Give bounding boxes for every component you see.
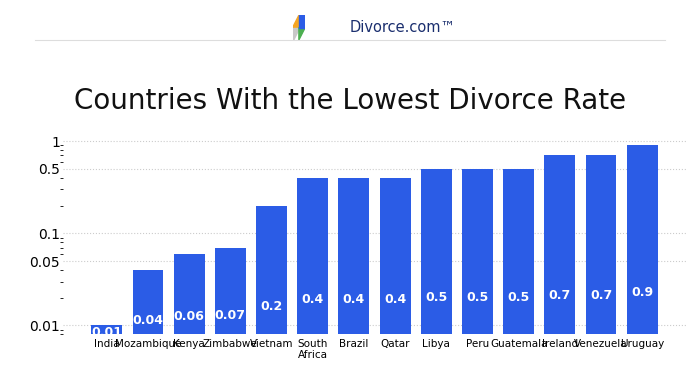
Text: 0.4: 0.4 — [302, 293, 324, 306]
Bar — [545, 155, 575, 380]
Bar — [503, 169, 534, 380]
Text: 0.2: 0.2 — [260, 299, 283, 313]
Text: 0.4: 0.4 — [384, 293, 406, 306]
Text: Divorce.com™: Divorce.com™ — [350, 20, 456, 35]
Text: 0.5: 0.5 — [466, 291, 489, 304]
Bar — [91, 326, 122, 380]
Bar — [256, 206, 287, 380]
Text: 0.5: 0.5 — [508, 291, 530, 304]
Text: 0.9: 0.9 — [631, 286, 653, 299]
Bar — [298, 178, 328, 380]
Polygon shape — [293, 15, 299, 27]
Polygon shape — [299, 15, 305, 27]
Text: 0.01: 0.01 — [91, 326, 122, 339]
Text: 0.5: 0.5 — [425, 291, 447, 304]
Text: 0.06: 0.06 — [174, 310, 204, 323]
Text: 0.07: 0.07 — [215, 309, 246, 322]
Polygon shape — [293, 27, 299, 40]
Text: 0.4: 0.4 — [343, 293, 365, 306]
Text: 0.7: 0.7 — [549, 288, 571, 302]
Bar — [586, 155, 617, 380]
Bar — [626, 146, 658, 380]
Text: 0.7: 0.7 — [590, 288, 612, 302]
Bar — [339, 178, 370, 380]
Text: Countries With the Lowest Divorce Rate: Countries With the Lowest Divorce Rate — [74, 87, 626, 115]
Polygon shape — [299, 27, 305, 40]
Bar — [215, 248, 246, 380]
Bar — [132, 270, 163, 380]
Bar — [174, 254, 204, 380]
Bar — [462, 169, 493, 380]
Bar — [421, 169, 452, 380]
Bar — [379, 178, 410, 380]
Text: 0.04: 0.04 — [132, 314, 164, 327]
